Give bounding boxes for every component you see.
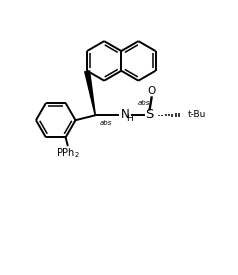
Text: PPh$_2$: PPh$_2$ (56, 146, 79, 160)
Text: t-Bu: t-Bu (188, 110, 207, 119)
Text: O: O (148, 86, 156, 95)
Text: abs: abs (99, 120, 112, 126)
Text: N: N (121, 108, 129, 121)
Polygon shape (84, 70, 96, 116)
Text: S: S (145, 108, 154, 121)
Text: abs: abs (138, 100, 150, 106)
Text: H: H (126, 114, 133, 123)
